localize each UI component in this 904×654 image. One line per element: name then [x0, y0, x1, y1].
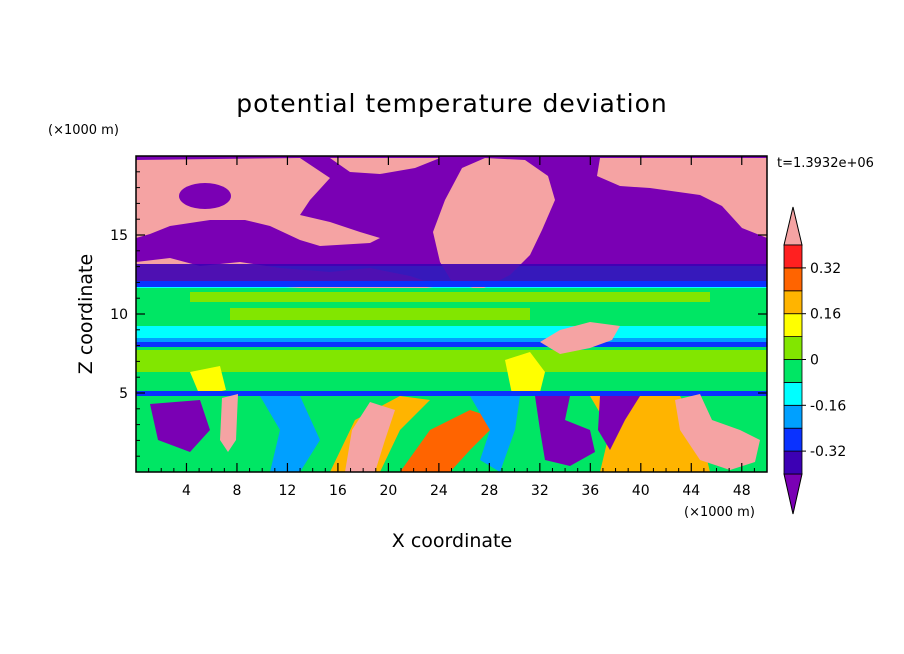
x-tick-label: 44 [682, 483, 700, 499]
colorbar-swatch [783, 313, 803, 338]
x-axis: 4 8 12 16 20 24 28 32 36 40 44 48 [148, 156, 755, 499]
colorbar-tick-label: 0.16 [810, 307, 841, 323]
field-band-lime-3 [136, 350, 767, 372]
colorbar-tick-label: -0.16 [810, 398, 846, 414]
field-region-yellow-2 [505, 352, 545, 394]
x-tick-label: 24 [430, 483, 448, 499]
y-tick-label: 15 [110, 228, 128, 244]
chart-title: potential temperature deviation [236, 89, 667, 118]
x-tick-label: 32 [531, 483, 549, 499]
x-tick-label: 4 [182, 483, 191, 499]
colorbar-swatch [783, 359, 803, 383]
colorbar-tick-label: -0.32 [810, 444, 846, 460]
x-tick-label: 48 [733, 483, 751, 499]
field-region-pink-right [597, 158, 767, 238]
field-region-purple-blob [179, 183, 231, 209]
field-region-pink-left [136, 158, 380, 246]
field-region-purple-lower-3 [598, 396, 640, 450]
field-region-sky-2 [470, 396, 520, 472]
x-tick-label: 12 [279, 483, 297, 499]
colorbar-swatch [783, 336, 803, 360]
field-band-blue-2 [136, 342, 767, 347]
field-band-lime-2 [230, 308, 530, 320]
field-band-blue-3 [136, 391, 767, 396]
colorbar-swatch [783, 290, 803, 315]
field-region-pink-lower-2 [675, 394, 760, 470]
y-axis-label: Z coordinate [75, 254, 97, 374]
colorbar-swatch [783, 450, 803, 475]
field-region-yellow-1 [190, 366, 226, 396]
field-region-pink-lower-1 [345, 402, 395, 472]
field-band-lime-1 [190, 292, 710, 302]
colorbar: -0.32 -0.16 0 0.16 0.32 [783, 206, 846, 515]
field-band-blue [136, 281, 767, 287]
colorbar-tick-label: 0.32 [810, 261, 841, 277]
y-tick-label: 5 [119, 386, 128, 402]
x-tick-label: 36 [581, 483, 599, 499]
colorbar-swatch [783, 267, 803, 292]
field-region-sky-1 [260, 396, 320, 472]
colorbar-extend-max [783, 206, 803, 246]
colorbar-tick-label: 0 [810, 353, 819, 369]
x-unit-label: (×1000 m) [684, 505, 755, 520]
y-axis: 5 10 15 [110, 171, 767, 457]
x-tick-label: 20 [379, 483, 397, 499]
field-region-purple-lower-1 [150, 400, 210, 452]
field-region-pink-mid [540, 322, 620, 354]
colorbar-swatch [783, 404, 803, 429]
field-band-cyan [136, 326, 767, 338]
y-tick-label: 10 [110, 307, 128, 323]
x-tick-label: 8 [232, 483, 241, 499]
x-tick-label: 40 [632, 483, 650, 499]
colorbar-extend-min [783, 473, 803, 515]
time-label: t=1.3932e+06 [777, 156, 874, 171]
field-region-pink-top [330, 158, 440, 174]
x-axis-label: X coordinate [392, 530, 512, 552]
field-region-pink-lower-3 [220, 394, 238, 452]
field-band-dark-blue [136, 264, 767, 286]
y-unit-label: (×1000 m) [48, 123, 119, 138]
colorbar-swatch [783, 381, 803, 406]
colorbar-swatch [783, 244, 803, 269]
colorbar-swatch [783, 427, 803, 452]
field-region-purple-lower-2 [535, 396, 595, 466]
field-band-sky [136, 338, 767, 344]
x-tick-label: 16 [329, 483, 347, 499]
heatmap-field [136, 156, 767, 472]
x-tick-label: 28 [480, 483, 498, 499]
field-region-pink-center [433, 158, 555, 290]
field-region-orange-2 [400, 410, 500, 472]
field-band-green-4 [136, 372, 767, 394]
